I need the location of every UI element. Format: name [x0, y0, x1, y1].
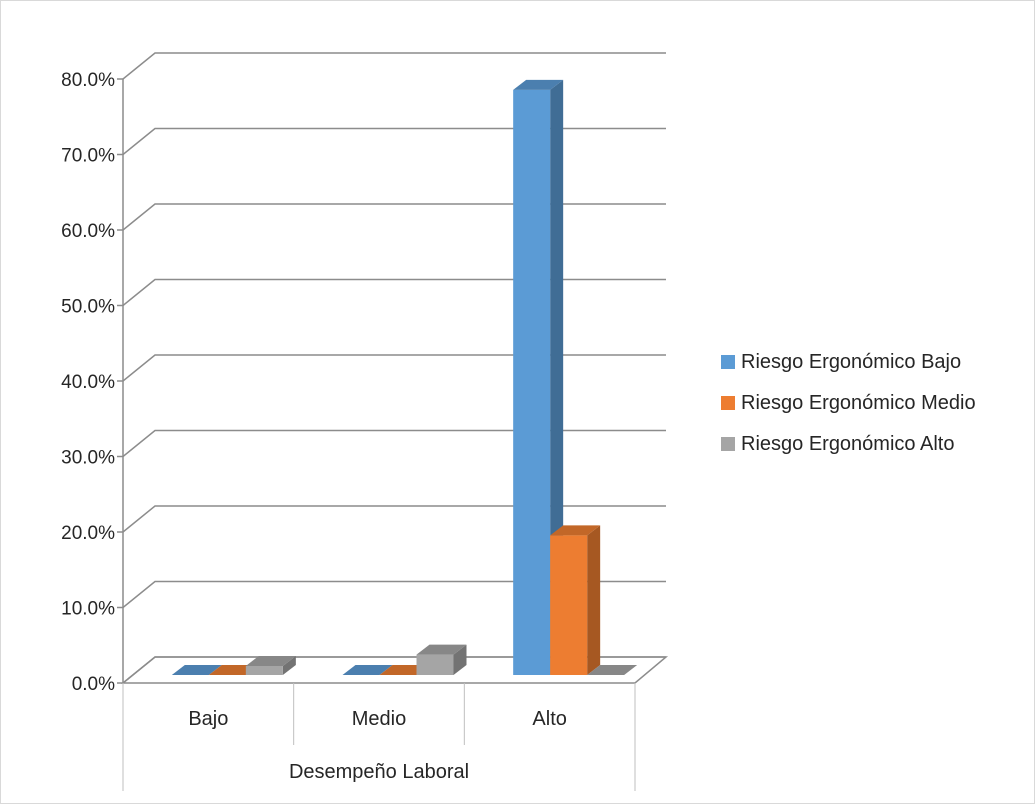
- legend-label: Riesgo Ergonómico Alto: [741, 433, 954, 455]
- gridline: [122, 52, 666, 80]
- category-label: Alto: [532, 708, 566, 730]
- gridline: [122, 354, 666, 382]
- bar-riesgo-ergon-mico-bajo-medio: [342, 665, 393, 675]
- bar-side: [587, 525, 601, 675]
- bar-top: [550, 525, 601, 536]
- bar-front: [513, 89, 551, 675]
- bar-top: [513, 79, 564, 90]
- y-tick-label: 30.0%: [61, 448, 115, 469]
- bar-side: [550, 79, 564, 675]
- bar-riesgo-ergon-mico-alto-bajo: [245, 655, 296, 675]
- category-label: Medio: [352, 708, 406, 730]
- legend: Riesgo Ergonómico Bajo Riesgo Ergonómico …: [721, 351, 976, 455]
- gridline: [122, 580, 666, 609]
- bar-top: [587, 665, 638, 675]
- bar-top: [342, 665, 393, 675]
- y-tick-label: 80.0%: [61, 70, 115, 91]
- bar-riesgo-ergon-mico-alto-medio: [416, 644, 467, 675]
- bar-side: [282, 655, 296, 675]
- bar-riesgo-ergon-mico-bajo-alto: [513, 79, 564, 675]
- bar-riesgo-ergon-mico-alto-alto: [587, 665, 638, 675]
- y-tick-label: 0.0%: [72, 674, 115, 695]
- gridline: [122, 429, 666, 458]
- y-tick-label: 20.0%: [61, 523, 115, 544]
- gridline: [122, 278, 666, 307]
- legend-swatch: [721, 355, 735, 369]
- bar-top: [171, 665, 222, 675]
- gridline: [122, 203, 666, 231]
- bars: [171, 79, 638, 675]
- x-axis: Desempeño Laboral Bajo Medio Alto: [122, 683, 636, 791]
- legend-swatch: [721, 396, 735, 410]
- y-tick-label: 60.0%: [61, 221, 115, 242]
- bar-riesgo-ergon-mico-medio-alto: [550, 525, 601, 675]
- y-tick-label: 10.0%: [61, 599, 115, 620]
- gridline: [122, 127, 666, 156]
- bar-front: [245, 665, 283, 675]
- gridline: [122, 505, 666, 533]
- bar-front: [550, 535, 588, 675]
- y-axis-ticks: 0.0% 10.0% 20.0% 30.0% 40.0% 50.0% 60.0% 70.0% 8…: [61, 70, 115, 695]
- bar-front: [416, 654, 454, 675]
- x-axis-title: Desempeño Laboral: [289, 761, 469, 783]
- bar-top: [416, 644, 467, 655]
- y-tick-label: 70.0%: [61, 146, 115, 167]
- y-tick-label: 40.0%: [61, 372, 115, 393]
- legend-label: Riesgo Ergonómico Medio: [741, 392, 976, 414]
- bar-top: [245, 655, 296, 666]
- bar-side: [453, 644, 467, 675]
- bar-riesgo-ergon-mico-bajo-bajo: [171, 665, 222, 675]
- category-label: Bajo: [188, 708, 228, 730]
- legend-label: Riesgo Ergonómico Bajo: [741, 351, 961, 373]
- legend-swatch: [721, 437, 735, 451]
- y-tick-label: 50.0%: [61, 297, 115, 318]
